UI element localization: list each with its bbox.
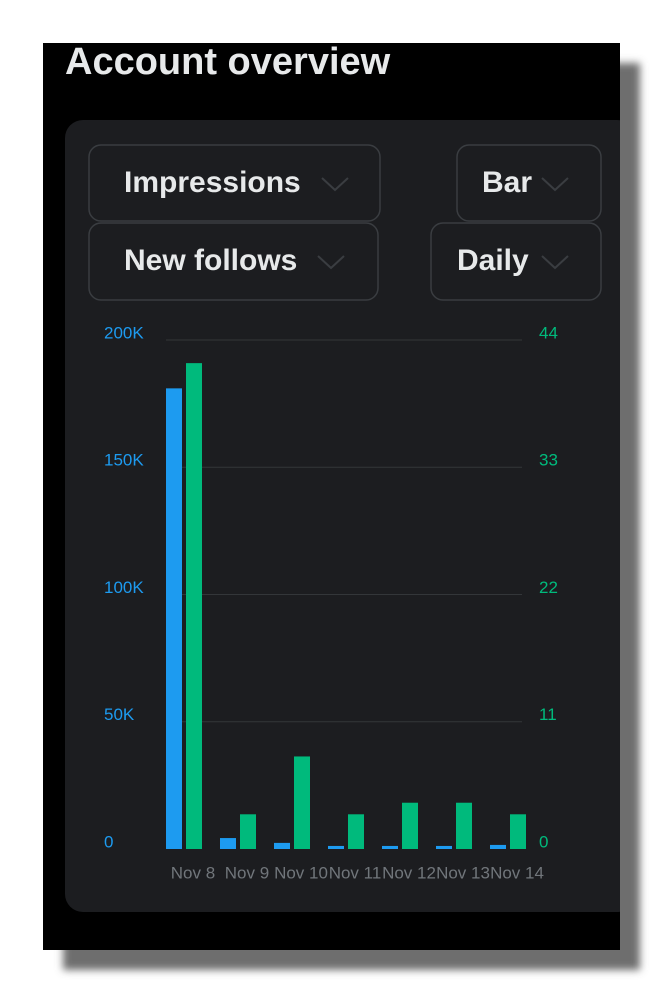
bar bbox=[510, 814, 526, 849]
bar bbox=[382, 845, 398, 849]
chart-card bbox=[65, 120, 620, 912]
y-tick-label: 50K bbox=[104, 705, 135, 724]
bar bbox=[348, 814, 364, 849]
bar bbox=[328, 845, 344, 849]
chevron bbox=[321, 177, 349, 192]
x-tick-label: Nov 12 bbox=[382, 863, 436, 882]
bar bbox=[490, 844, 506, 849]
y2-tick-label: 11 bbox=[539, 705, 557, 724]
bar bbox=[402, 802, 418, 849]
y-tick-label: 150K bbox=[104, 451, 144, 470]
x-tick-label: Nov 10 bbox=[274, 863, 328, 882]
bar bbox=[274, 842, 290, 849]
interval-dropdown-label: Daily bbox=[457, 244, 529, 277]
bar bbox=[436, 845, 452, 849]
chevron bbox=[541, 255, 569, 270]
metric2-dropdown-label: New follows bbox=[124, 244, 297, 277]
y2-tick-label: 33 bbox=[539, 451, 558, 470]
bar bbox=[294, 756, 310, 849]
y2-tick-label: 44 bbox=[539, 323, 558, 342]
bar bbox=[240, 814, 256, 849]
y-tick-label: 100K bbox=[104, 578, 144, 597]
x-tick-label: Nov 13 bbox=[436, 863, 490, 882]
x-tick-label: Nov 14 bbox=[490, 863, 544, 882]
metric-dropdown-label: Impressions bbox=[124, 166, 301, 199]
style-dropdown-label: Bar bbox=[482, 166, 532, 199]
chevron bbox=[317, 255, 345, 270]
y-tick-label: 200K bbox=[104, 323, 144, 342]
metric2-dropdown[interactable] bbox=[88, 222, 379, 301]
page-title: Account overview bbox=[65, 41, 391, 83]
x-tick-label: Nov 11 bbox=[329, 863, 382, 882]
chevron bbox=[541, 177, 569, 192]
x-tick-label: Nov 8 bbox=[171, 863, 215, 882]
x-tick-label: Nov 9 bbox=[225, 863, 269, 882]
bar bbox=[220, 838, 236, 849]
bar bbox=[166, 388, 182, 849]
bar bbox=[186, 363, 202, 849]
style-dropdown[interactable] bbox=[456, 144, 602, 222]
y2-tick-label: 22 bbox=[539, 578, 558, 597]
y-tick-label: 0 bbox=[104, 832, 113, 851]
interval-dropdown[interactable] bbox=[430, 222, 602, 301]
metric-dropdown[interactable] bbox=[88, 144, 381, 222]
y2-tick-label: 0 bbox=[539, 832, 548, 851]
bar bbox=[456, 802, 472, 849]
